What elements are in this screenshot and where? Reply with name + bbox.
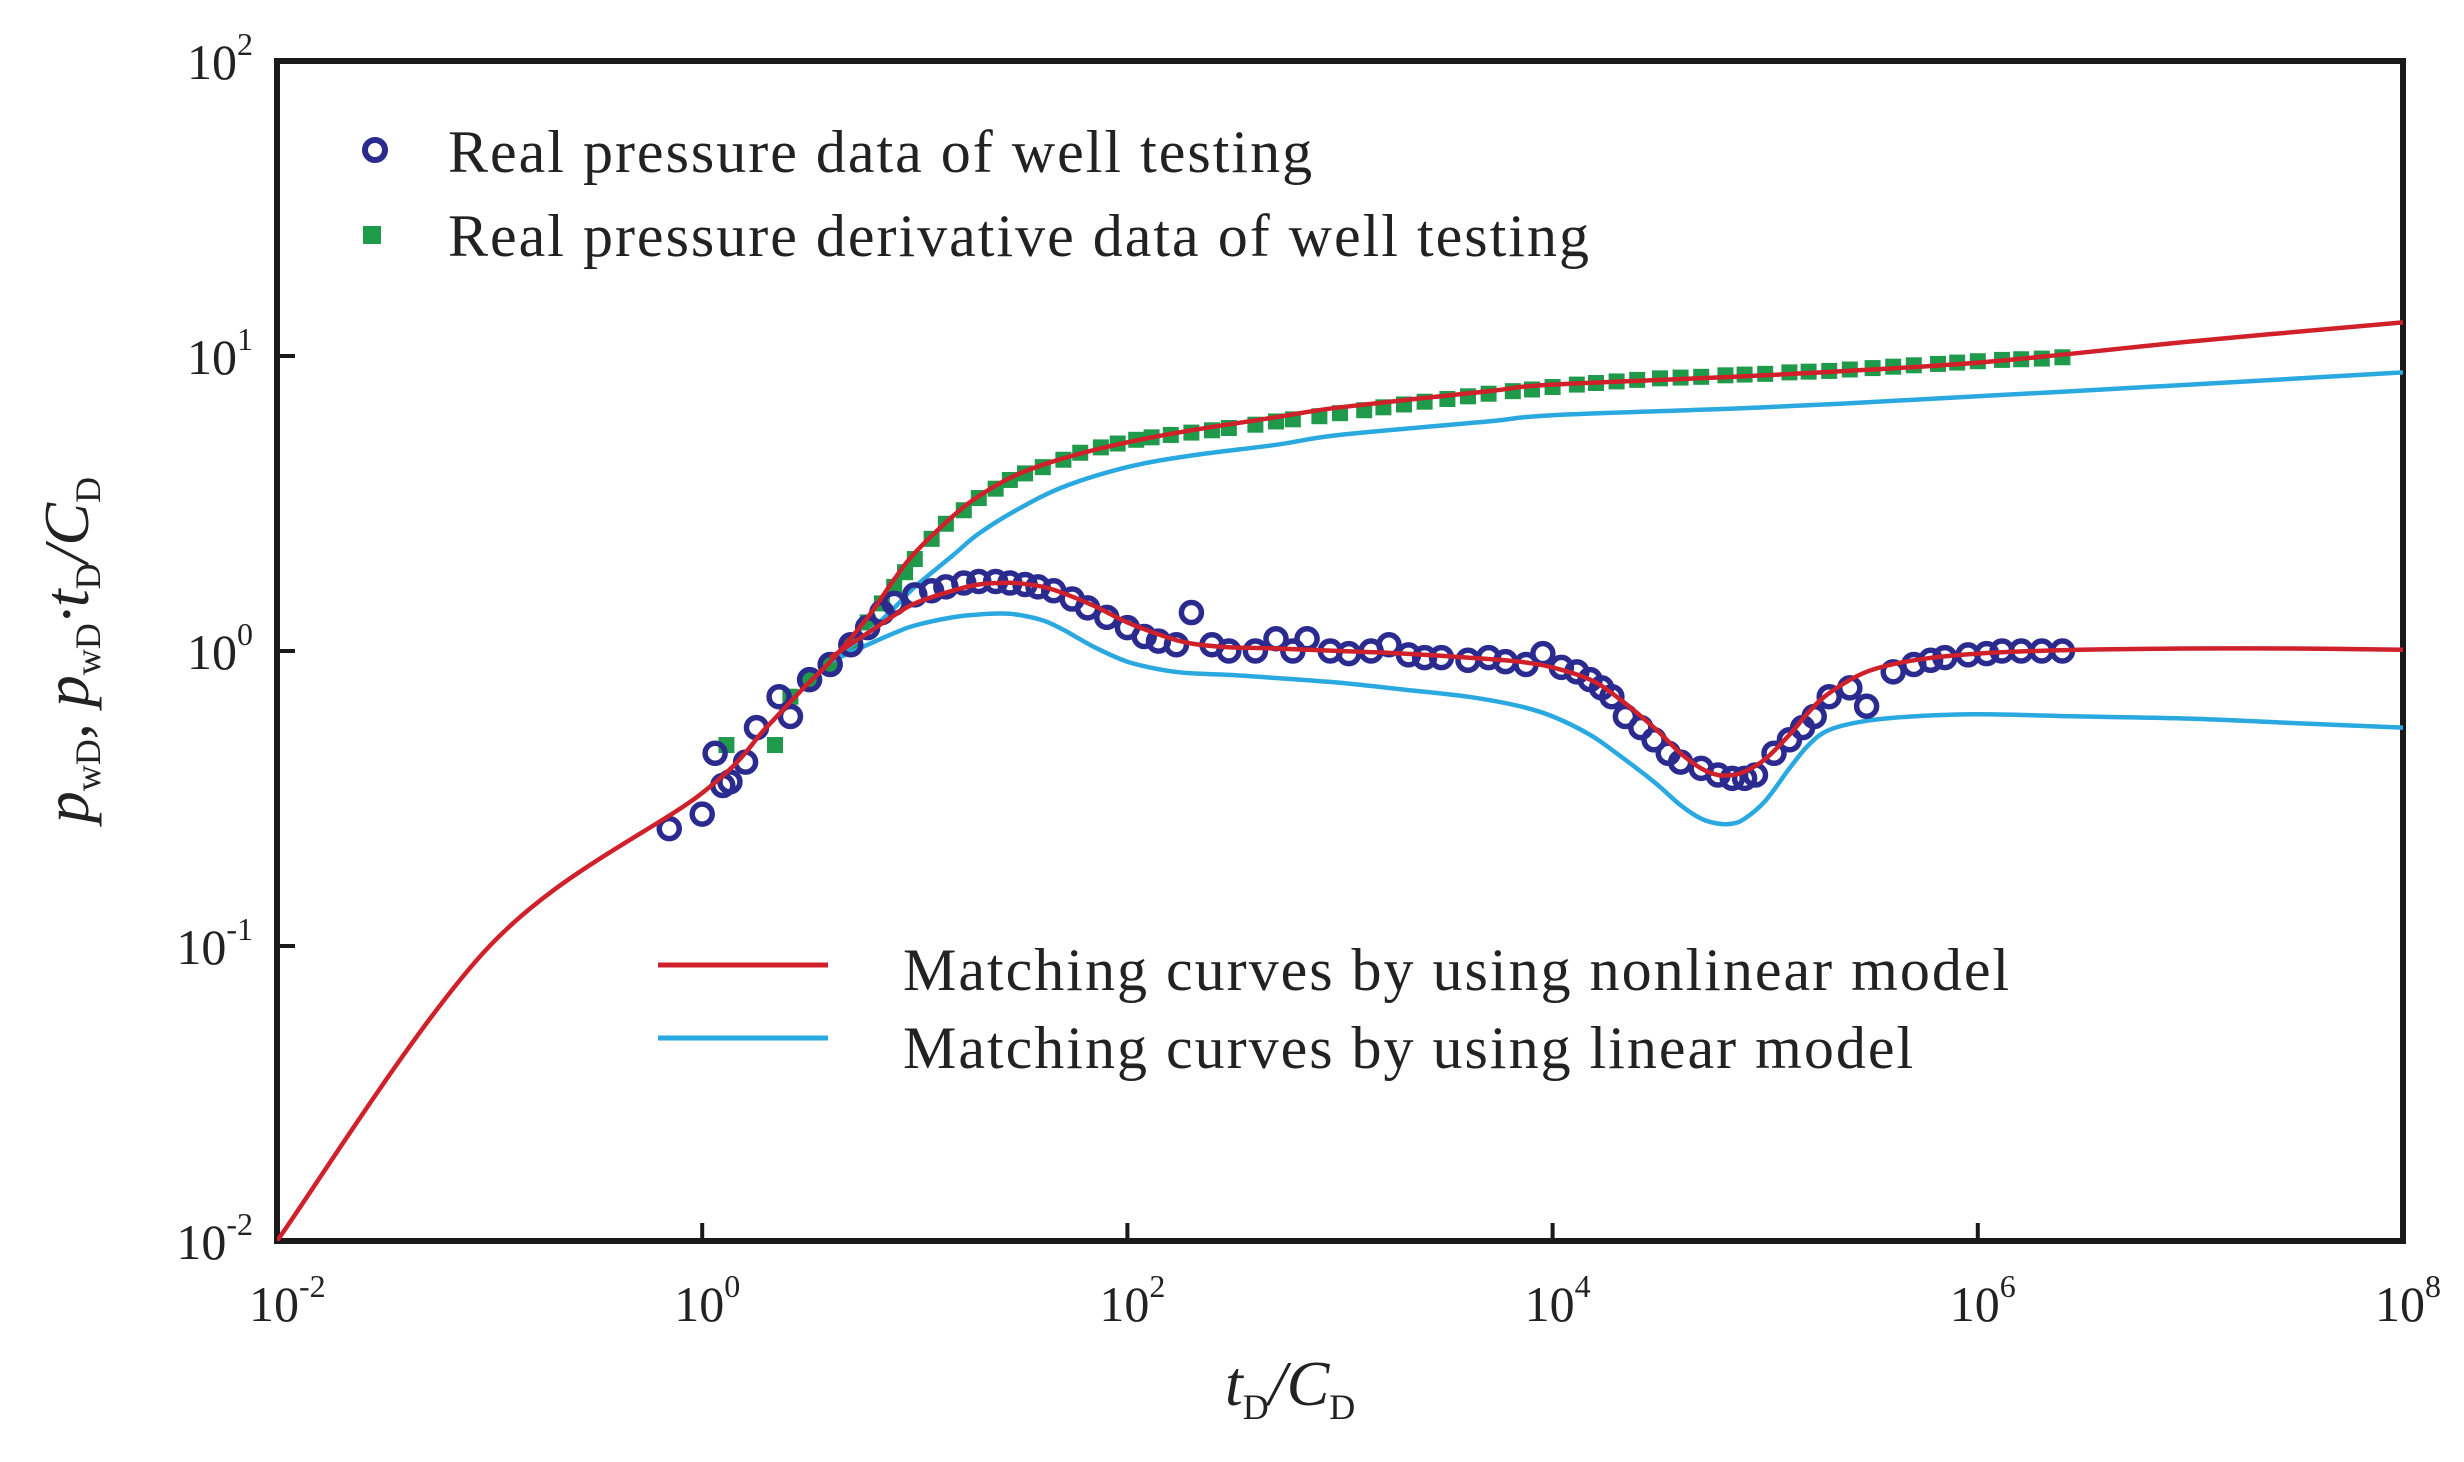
legend-marker-derivative: [363, 226, 381, 244]
y-tick-label-0: 10-2: [176, 1206, 253, 1270]
y-tick-label-2: 100: [187, 616, 253, 680]
pressure-point-8: [777, 703, 804, 730]
pressure-point-73: [1880, 659, 1906, 685]
pressure-point-7: [766, 683, 792, 710]
pressure-point-34: [1216, 638, 1242, 664]
y-label-p1: p: [31, 791, 102, 827]
pressure-point-63: [1719, 765, 1746, 792]
pressure-point-72: [1853, 693, 1880, 719]
pressure-point-32: [1178, 599, 1205, 626]
y-label-s2: wD: [68, 623, 108, 675]
pressure-point-1: [689, 801, 715, 827]
x-axis-label: tD/CD: [1225, 1348, 1355, 1427]
pressure-point-70: [1816, 683, 1842, 710]
x-tick-label-4: 106: [1950, 1268, 2016, 1332]
pressure-point-55: [1599, 683, 1625, 710]
legend-label-pressure: Real pressure data of well testing: [448, 119, 1314, 185]
legend-label-nonlinear: Matching curves by using nonlinear model: [903, 937, 2011, 1003]
y-label-s1: wD: [68, 739, 108, 791]
pressure-point-16: [918, 578, 945, 604]
legend-label-derivative: Real pressure derivative data of well te…: [448, 203, 1591, 269]
y-label-slash: /C: [31, 502, 102, 567]
pressure-point-35: [1242, 638, 1269, 664]
derivative-point-1: [766, 737, 783, 754]
series-3: [828, 370, 2403, 827]
y-tick-label-1: 10-1: [176, 911, 253, 975]
y-axis-label: pwD, pwD·tD/CD: [31, 477, 108, 827]
x-tick-label-2: 102: [1099, 1268, 1165, 1332]
series-3-line-0: [828, 370, 2403, 664]
pressure-point-0: [656, 815, 683, 842]
series-3-line-1: [829, 611, 2403, 827]
pressure-point-9: [796, 666, 823, 693]
x-tick-label-5: 108: [2375, 1268, 2441, 1332]
x-tick-label-3: 104: [1525, 1268, 1591, 1332]
legend-label-linear: Matching curves by using linear model: [903, 1015, 1915, 1081]
series-1: [718, 349, 2071, 754]
y-label-s3: D: [68, 563, 108, 589]
y-label-s4: D: [68, 477, 108, 503]
x-label-sub2: D: [1329, 1387, 1355, 1427]
series-2-line-1: [828, 580, 2403, 778]
pressure-point-50: [1530, 640, 1556, 667]
pressure-point-29: [1131, 623, 1157, 650]
legend-top: Real pressure data of well testing Real …: [362, 119, 1591, 269]
pressure-point-38: [1294, 626, 1320, 652]
x-tick-label-0: 10-2: [249, 1268, 326, 1332]
y-tick-label-3: 101: [187, 321, 253, 385]
pressure-point-10: [817, 651, 843, 678]
series-layer: [277, 320, 2403, 1241]
series-2: [277, 320, 2403, 1241]
y-tick-label-4: 102: [187, 26, 253, 90]
axis-ticks: 10-2 100 102 104 106 108 10-2 10-1 100 101 102: [176, 26, 2441, 1332]
pressure-point-66: [1761, 740, 1787, 767]
x-tick-label-1: 100: [674, 1268, 740, 1332]
y-label-p2: p: [31, 675, 102, 711]
pressure-point-2: [702, 740, 728, 767]
y-label-sep: ,: [31, 707, 102, 739]
legend-bottom: Matching curves by using nonlinear model…: [658, 937, 2011, 1081]
series-2-line-0: [277, 320, 2403, 1241]
x-label-slash: /C: [1266, 1348, 1331, 1419]
x-label-t: t: [1225, 1348, 1245, 1419]
pressure-point-18: [951, 570, 977, 596]
legend-marker-pressure: [362, 137, 388, 163]
y-label-dot: ·t: [31, 587, 102, 623]
x-label-sub1: D: [1243, 1387, 1269, 1427]
